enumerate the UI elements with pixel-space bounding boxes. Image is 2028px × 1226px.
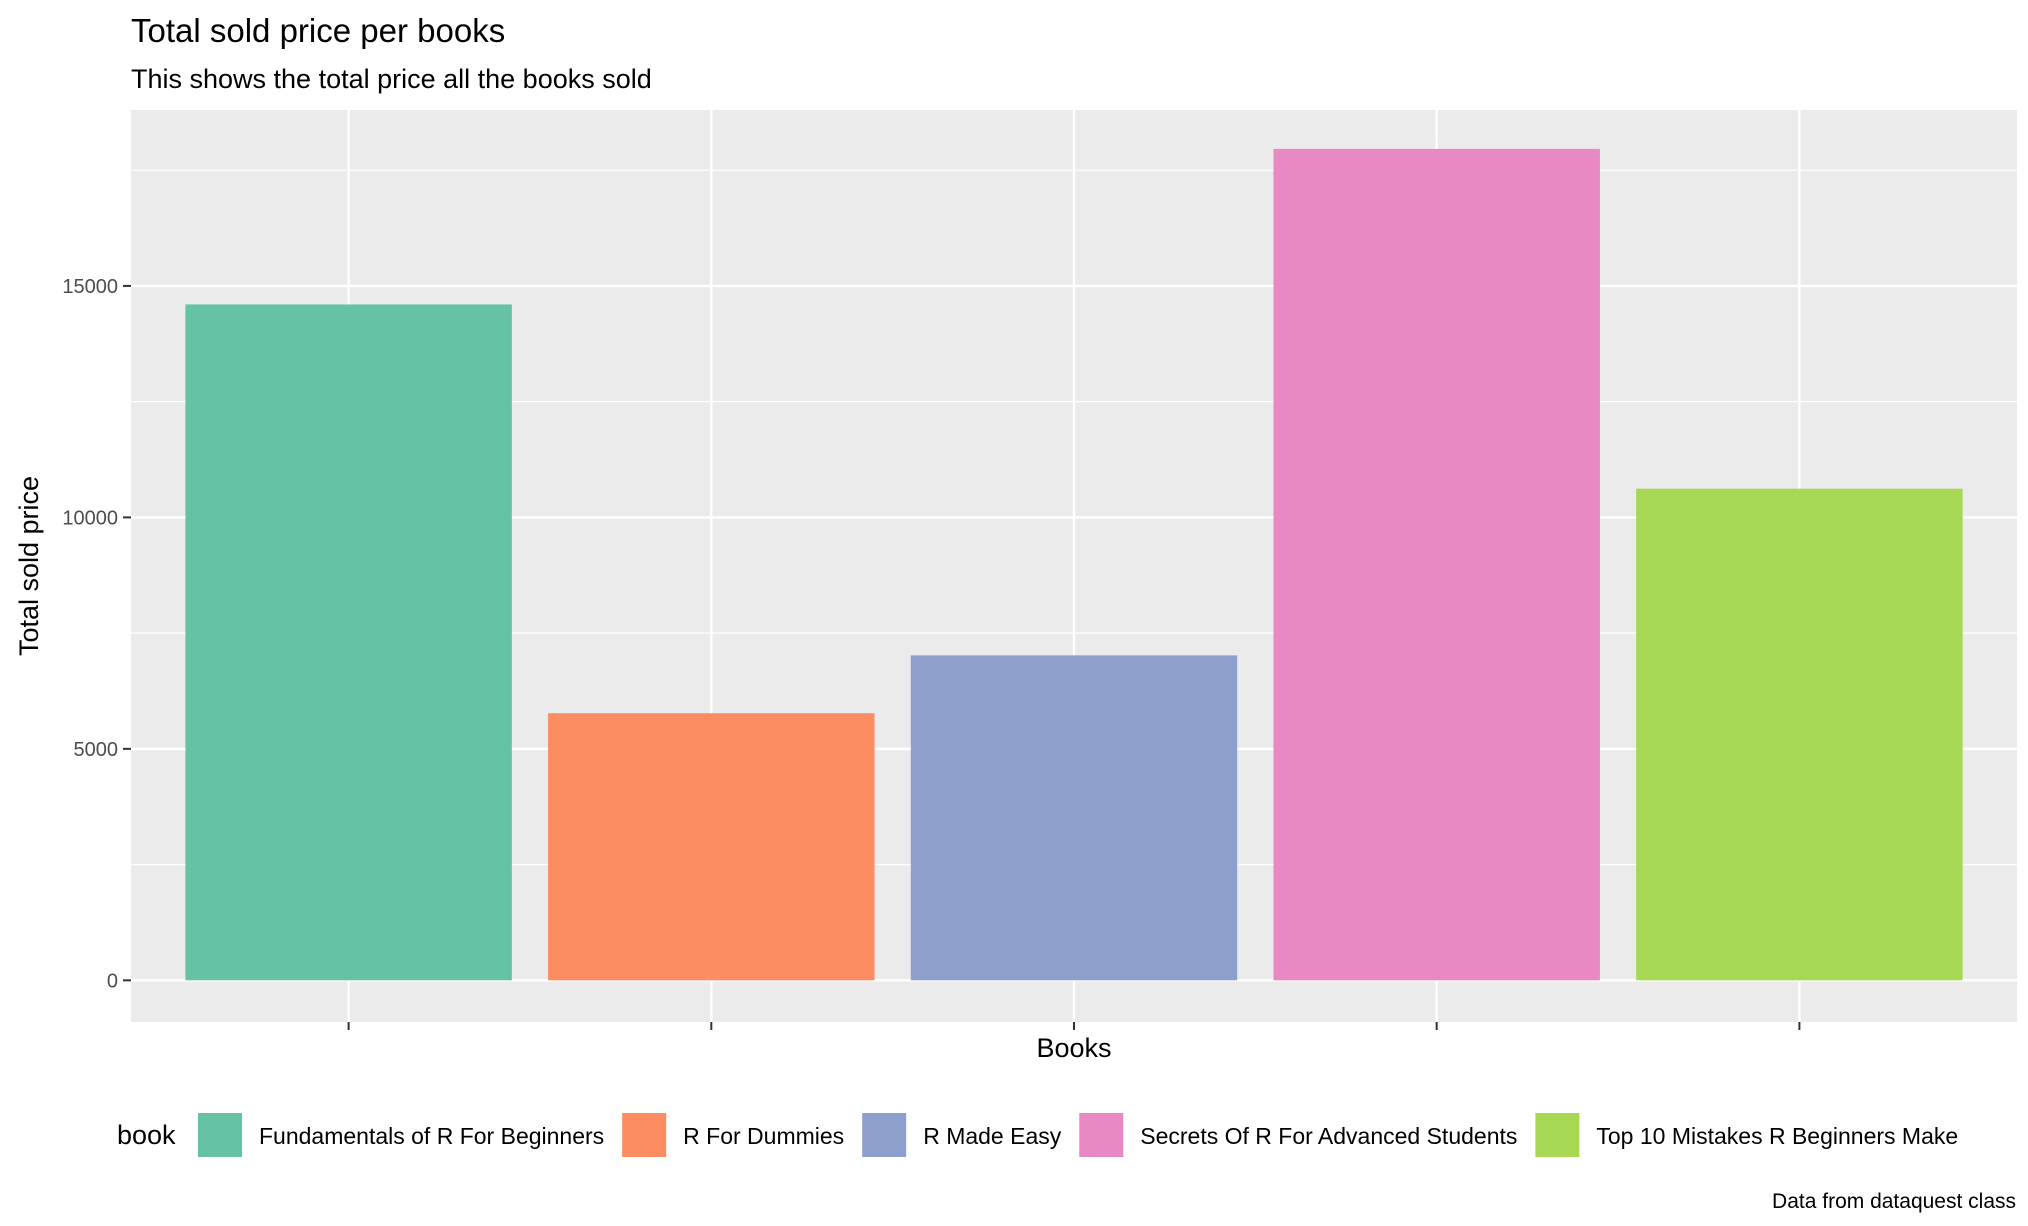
legend-label: R Made Easy <box>923 1123 1062 1149</box>
legend-label: Top 10 Mistakes R Beginners Make <box>1596 1123 1958 1149</box>
legend-key <box>198 1113 242 1157</box>
y-tick-label: 15000 <box>62 276 118 298</box>
legend-label: Fundamentals of R For Beginners <box>259 1123 604 1149</box>
legend-key <box>622 1113 667 1157</box>
y-tick-label: 0 <box>107 970 118 992</box>
y-tick-label: 10000 <box>62 507 118 529</box>
legend-title: book <box>117 1120 176 1150</box>
y-axis-title: Total sold price <box>14 476 44 656</box>
legend-key <box>1535 1113 1580 1157</box>
x-axis-title: Books <box>1036 1033 1111 1063</box>
legend-label: Secrets Of R For Advanced Students <box>1140 1123 1517 1149</box>
bar <box>910 655 1238 981</box>
bar <box>1273 148 1600 981</box>
y-tick-label: 5000 <box>74 739 119 761</box>
bar <box>185 304 512 981</box>
legend: book Fundamentals of R For Beginners R Fo… <box>117 1113 1958 1157</box>
bar <box>1636 488 1963 981</box>
chart-title: Total sold price per books <box>131 12 505 49</box>
legend-key <box>862 1113 907 1157</box>
x-axis <box>347 1022 1801 1030</box>
legend-key <box>1079 1113 1124 1157</box>
chart-caption: Data from dataquest class <box>1772 1190 2016 1213</box>
y-axis: 0 5000 10000 15000 <box>62 276 131 992</box>
legend-entries: Fundamentals of R For Beginners R For Dum… <box>198 1113 1958 1157</box>
bars <box>185 148 1963 981</box>
bar <box>548 713 875 981</box>
legend-label: R For Dummies <box>683 1123 844 1149</box>
chart-subtitle: This shows the total price all the books… <box>131 64 652 94</box>
